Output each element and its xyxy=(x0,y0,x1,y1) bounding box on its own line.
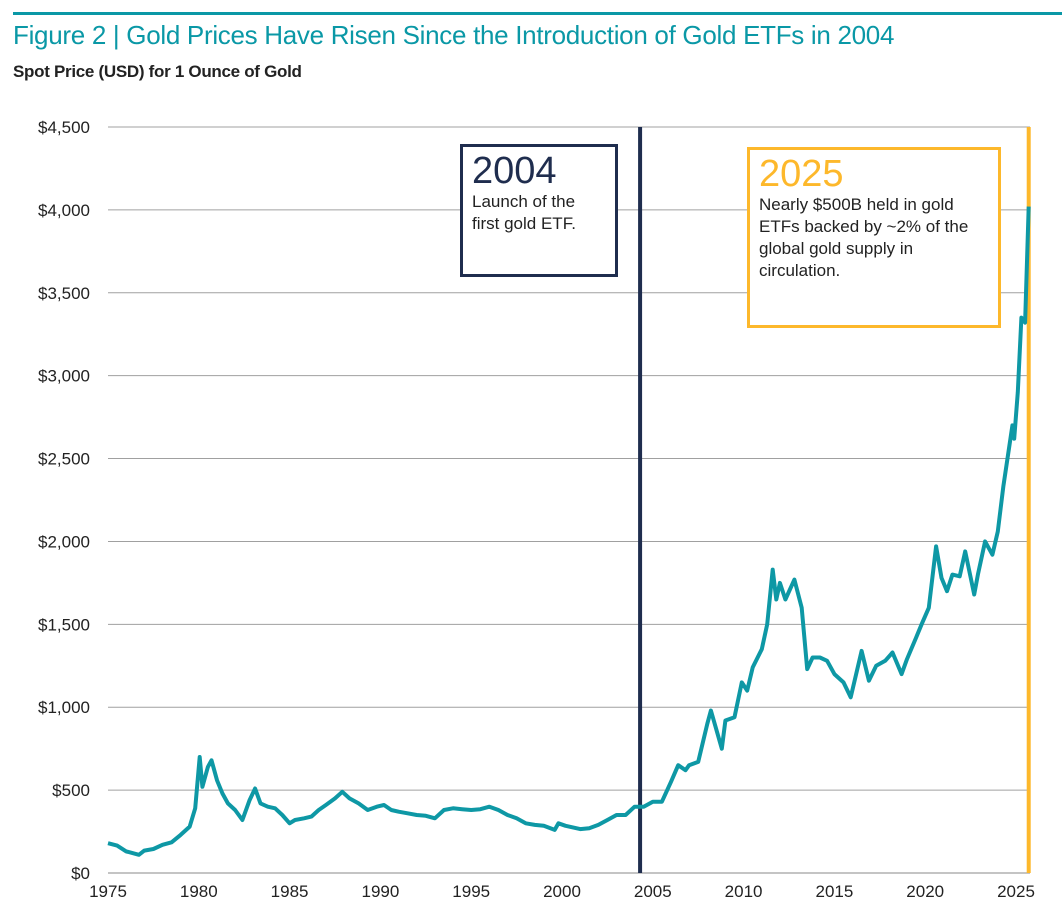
x-tick-label: 2025 xyxy=(997,882,1035,901)
annotation-2025-text: Nearly $500B held in gold ETFs backed by… xyxy=(759,195,969,280)
top-accent-bar xyxy=(13,12,1062,15)
x-tick-label: 2005 xyxy=(634,882,672,901)
x-tick-label: 2010 xyxy=(725,882,763,901)
x-tick-label: 1995 xyxy=(452,882,490,901)
y-tick-label: $2,500 xyxy=(38,450,90,469)
annotation-2004: 2004 Launch of the first gold ETF. xyxy=(460,144,618,277)
annotation-2004-text: Launch of the first gold ETF. xyxy=(472,192,576,233)
y-tick-label: $1,500 xyxy=(38,615,90,634)
y-tick-label: $3,000 xyxy=(38,367,90,386)
annotation-2025-year: 2025 xyxy=(759,153,844,195)
x-tick-label: 2000 xyxy=(543,882,581,901)
y-tick-label: $500 xyxy=(52,781,90,800)
y-tick-label: $4,000 xyxy=(38,201,90,220)
y-tick-label: $0 xyxy=(71,864,90,883)
chart-title: Figure 2 | Gold Prices Have Risen Since … xyxy=(13,20,895,50)
x-tick-label: 1975 xyxy=(89,882,127,901)
x-tick-label: 1985 xyxy=(271,882,309,901)
x-tick-label: 1980 xyxy=(180,882,218,901)
annotation-2025: 2025 Nearly $500B held in gold ETFs back… xyxy=(747,147,1001,328)
x-tick-label: 2020 xyxy=(906,882,944,901)
y-tick-label: $4,500 xyxy=(38,118,90,137)
x-tick-label: 2015 xyxy=(815,882,853,901)
y-tick-label: $3,500 xyxy=(38,284,90,303)
y-tick-label: $1,000 xyxy=(38,698,90,717)
x-tick-label: 1990 xyxy=(361,882,399,901)
chart-subtitle: Spot Price (USD) for 1 Ounce of Gold xyxy=(13,62,302,81)
annotation-2004-year: 2004 xyxy=(472,150,557,192)
y-tick-label: $2,000 xyxy=(38,532,90,551)
gold-price-series-line xyxy=(107,206,1031,857)
